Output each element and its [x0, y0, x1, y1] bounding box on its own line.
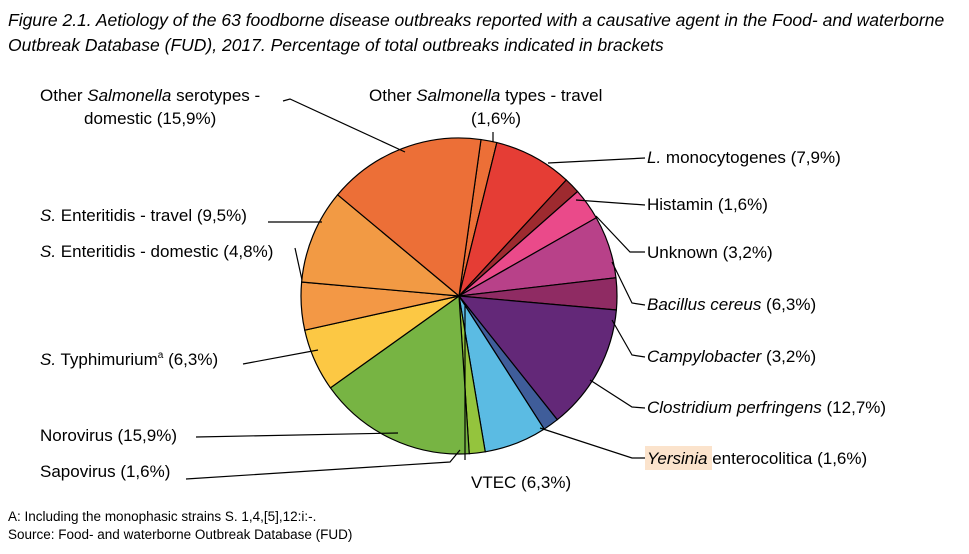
label-vtec: VTEC (6,3%) — [471, 473, 571, 492]
pie-slice-norovirus — [329, 294, 470, 455]
leader-line-norovirus — [195, 432, 399, 438]
leader-lines — [185, 98, 646, 480]
leader-line-enteritidis-domestic — [294, 247, 303, 281]
label-other-salmonella-domestic-line1: Other Salmonella serotypes - — [40, 86, 260, 105]
leader-line-yersinia — [539, 427, 645, 459]
leader-line-unknown — [595, 215, 645, 253]
label-enteritidis-travel: S. Enteritidis - travel (9,5%) — [40, 206, 247, 225]
label-sapovirus: Sapovirus (1,6%) — [40, 462, 170, 481]
yersinia-highlight — [645, 446, 712, 470]
label-typhimurium: S. Typhimuriuma (6,3%) — [40, 350, 218, 369]
label-norovirus: Norovirus (15,9%) — [40, 426, 177, 445]
leader-line-campylobacter — [611, 319, 646, 358]
label-campylobacter: Campylobacter (3,2%) — [647, 347, 816, 366]
leader-line-histamin — [575, 199, 646, 206]
pie-slice-other-salmonella-serotypes-domestic — [336, 137, 482, 298]
figure-title: Figure 2.1. Aetiology of the 63 foodborn… — [8, 10, 945, 55]
label-unknown: Unknown (3,2%) — [647, 243, 773, 262]
leader-line-typhimurium — [242, 349, 319, 365]
leader-line-bacillus — [611, 261, 646, 306]
leader-line-listeria — [547, 157, 646, 164]
label-yersinia: Yersinia enterocolitica (1,6%) — [647, 449, 867, 468]
label-listeria: L. monocytogenes (7,9%) — [647, 148, 841, 167]
label-enteritidis-domestic: S. Enteritidis - domestic (4,8%) — [40, 242, 273, 261]
label-clostridium: Clostridium perfringens (12,7%) — [647, 398, 886, 417]
footnote: A: Including the monophasic strains S. 1… — [8, 509, 317, 524]
pie-slices — [300, 137, 618, 455]
label-other-salmonella-travel-line1: Other Salmonella types - travel — [369, 86, 602, 105]
pie-slice-clostridium-perfringens — [457, 295, 618, 421]
leader-line-sapovirus — [185, 449, 461, 480]
label-histamin: Histamin (1,6%) — [647, 195, 768, 214]
label-other-salmonella-domestic-line2: domestic (15,9%) — [84, 109, 216, 128]
leader-line-other-salmonella-domestic — [282, 98, 406, 153]
label-bacillus: Bacillus cereus (6,3%) — [647, 295, 816, 314]
label-other-salmonella-travel-line2: (1,6%) — [471, 109, 521, 128]
source-note: Source: Food- and waterborne Outbreak Da… — [8, 527, 353, 542]
leader-line-clostridium — [589, 379, 646, 409]
